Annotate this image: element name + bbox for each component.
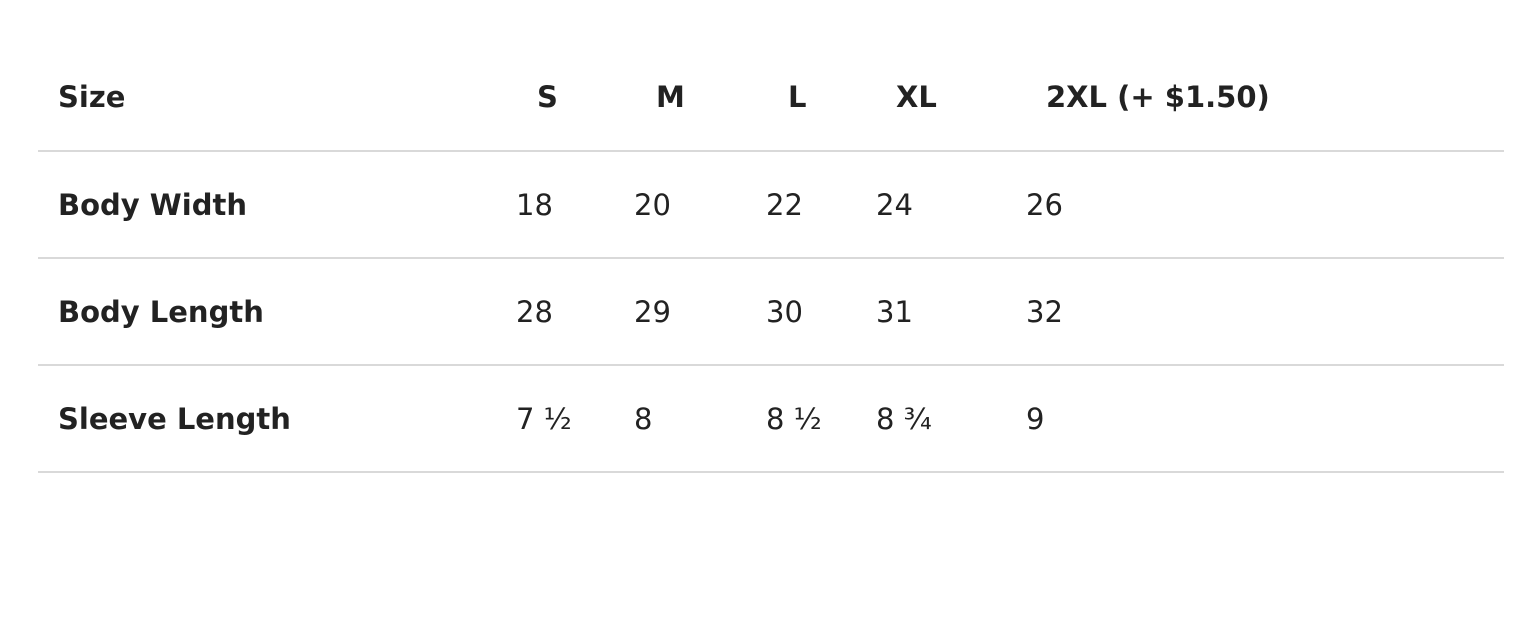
table-row-body-width: Body Width 18 20 22 24 26 [38, 151, 1504, 258]
table-cell: 28 [516, 294, 553, 329]
size-chart-header: Size S M L XL 2XL (+ $1.50) [38, 44, 1504, 151]
table-cell: 8 [634, 401, 653, 436]
header-size-xl: XL [896, 80, 937, 114]
header-size-m: M [656, 80, 685, 114]
header-size-label: Size [58, 80, 126, 114]
header-size-l: L [788, 80, 807, 114]
table-cell: 7 ½ [516, 401, 572, 436]
table-cell: 8 ¾ [876, 401, 932, 436]
table-cell: 9 [1026, 401, 1045, 436]
header-row: Size S M L XL 2XL (+ $1.50) [38, 44, 1504, 151]
row-label: Body Length [58, 294, 264, 329]
row-label: Body Width [58, 187, 247, 222]
table-cell: 31 [876, 294, 913, 329]
table-cell: 29 [634, 294, 671, 329]
row-label: Sleeve Length [58, 401, 291, 436]
table-cell: 18 [516, 187, 553, 222]
table-cell: 22 [766, 187, 803, 222]
table-row-body-length: Body Length 28 29 30 31 32 [38, 258, 1504, 365]
size-chart-table: Size S M L XL 2XL (+ $1.50) Body Width 1… [38, 44, 1504, 473]
table-row-sleeve-length: Sleeve Length 7 ½ 8 8 ½ 8 ¾ 9 [38, 365, 1504, 472]
table-cell: 8 ½ [766, 401, 822, 436]
table-cell: 26 [1026, 187, 1063, 222]
table-cell: 32 [1026, 294, 1063, 329]
table-cell: 24 [876, 187, 913, 222]
size-chart-body: Body Width 18 20 22 24 26 Body Length 28… [38, 151, 1504, 472]
table-cell: 30 [766, 294, 803, 329]
header-size-2xl: 2XL (+ $1.50) [1046, 80, 1270, 114]
table-cell: 20 [634, 187, 671, 222]
header-size-s: S [537, 80, 558, 114]
